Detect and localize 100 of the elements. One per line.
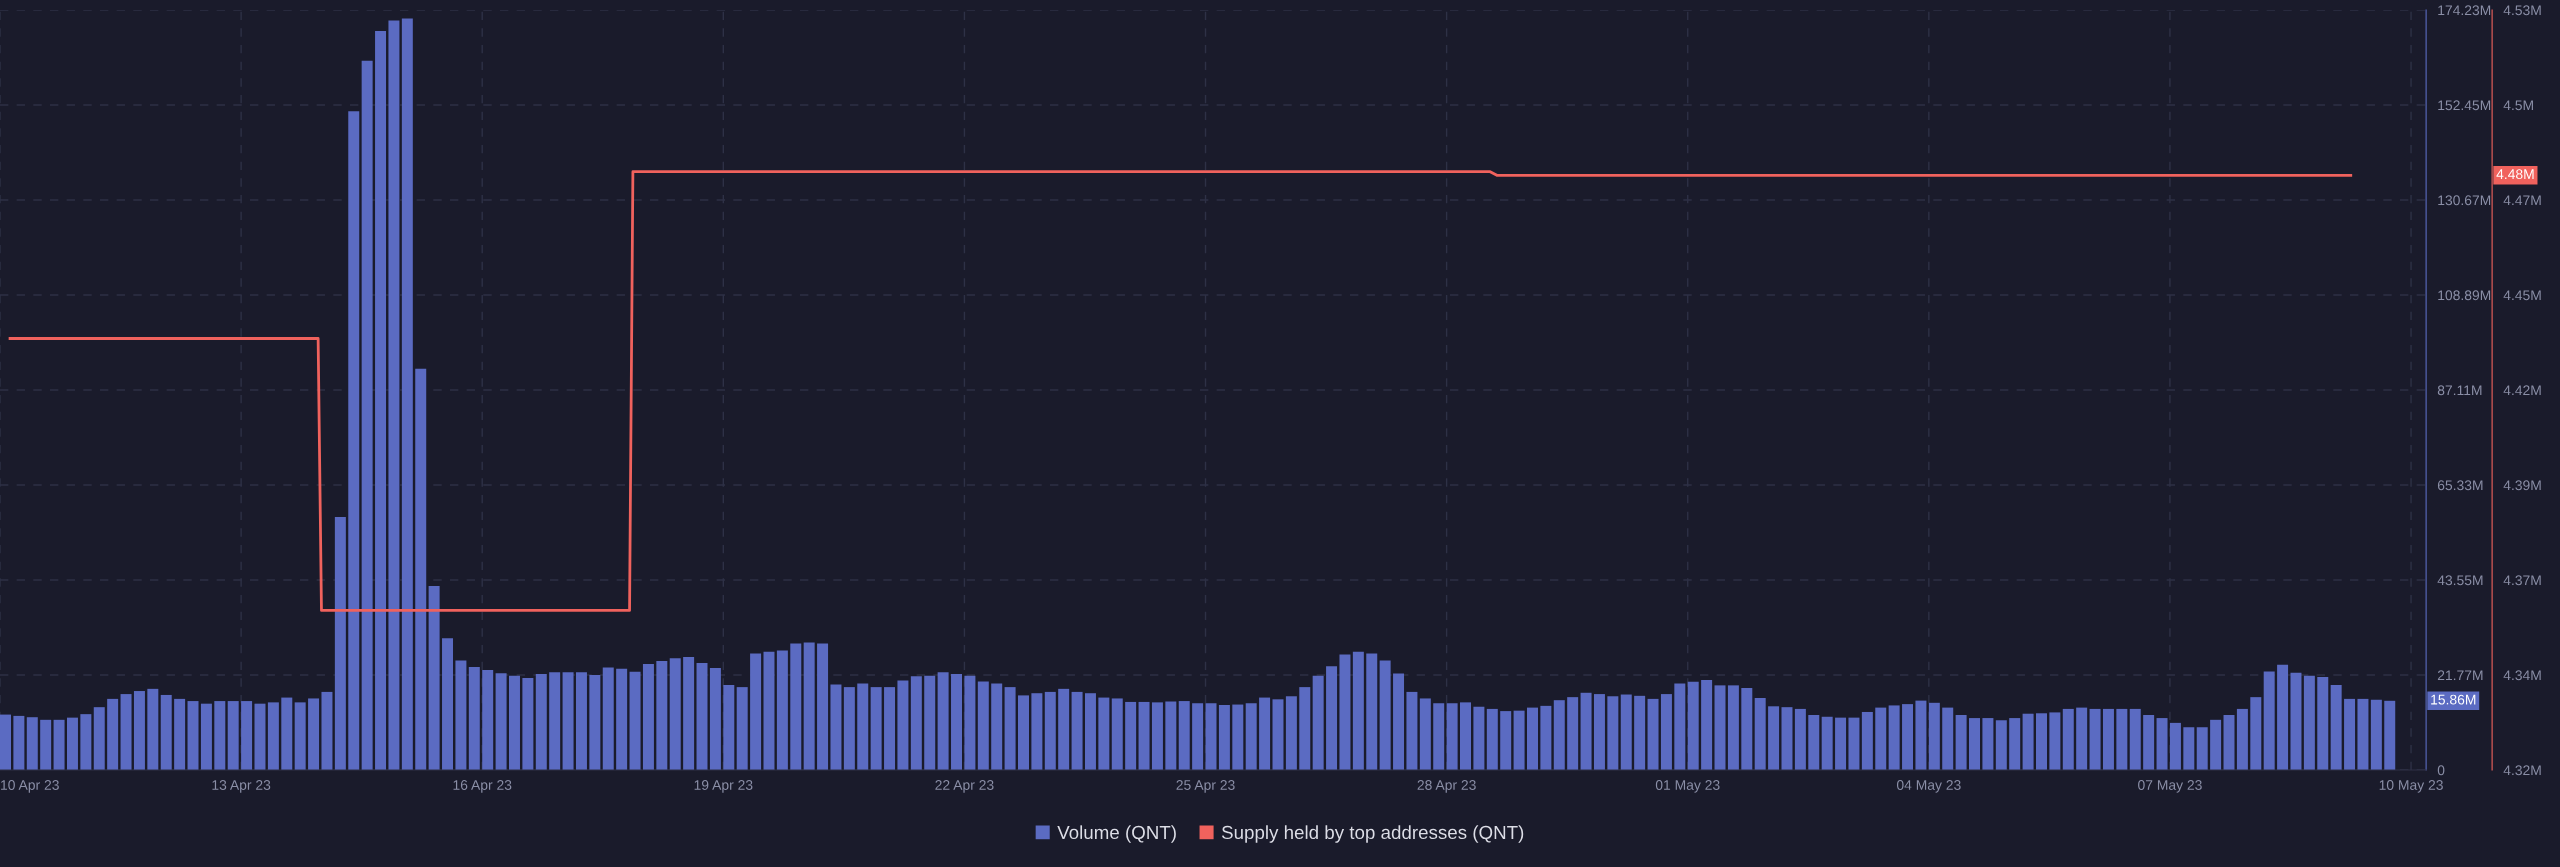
bar [1794,708,1806,770]
bar [575,672,587,770]
bar [2102,708,2114,770]
bar [709,667,721,770]
bar [2210,719,2222,770]
bar [40,719,52,770]
bar [2076,707,2088,770]
bar [1821,716,1833,770]
bar [509,675,520,770]
bar [321,691,333,770]
bar [1366,653,1378,770]
bar [1326,666,1338,770]
bar [308,698,320,770]
bar [1620,694,1632,770]
bar [2116,708,2128,770]
bar [2223,715,2235,770]
x-tick-label: 28 Apr 23 [1417,780,1476,793]
bar [1982,718,1994,770]
bar [1004,687,1016,770]
x-tick-label: 04 May 23 [1896,780,1961,793]
bar [1084,693,1096,770]
bar [1393,673,1405,770]
bar [428,585,440,770]
y-tick-label: 108.89M [2438,290,2491,301]
bar [1928,702,1940,770]
bar [616,668,628,770]
bar [2344,698,2356,770]
bar [200,703,212,770]
bar [0,714,11,770]
bar [13,715,25,770]
y2-tick-label: 4.5M [2503,100,2533,111]
bar [187,701,199,770]
bar [669,658,681,770]
bar [227,701,239,770]
bar [776,650,788,770]
y2-tick-label: 4.32M [2503,765,2541,776]
bar [870,687,882,770]
bar [736,687,748,770]
bar [1111,698,1123,770]
bar [2303,675,2315,770]
y2-tick-label: 4.37M [2503,575,2541,586]
bar [1714,685,1726,770]
bar [214,701,226,770]
bar [1299,687,1311,770]
bar [482,670,494,770]
bar [1727,685,1739,770]
bar [1741,687,1753,770]
bar [803,642,815,770]
bar [2384,700,2396,770]
bar [1259,697,1271,770]
x-tick-label: 19 Apr 23 [694,780,753,793]
bar [1044,691,1056,770]
y-tick-label: 130.67M [2438,195,2491,206]
bar [1580,692,1592,770]
bar [977,681,989,770]
bar [1647,698,1659,770]
bar [1098,697,1110,770]
bar [334,516,346,770]
bar [1808,715,1820,770]
bar [1660,694,1672,770]
bar [1955,715,1967,770]
bar [1058,688,1070,770]
bar [1232,704,1244,770]
bar [1178,701,1190,770]
bar [241,701,253,770]
bar [562,672,574,770]
bar [884,687,896,770]
bar [2035,713,2047,770]
bar [2089,708,2101,770]
bar [107,698,119,770]
bar [790,643,802,770]
y-tick-label: 43.55M [2437,575,2483,586]
bar [66,717,78,770]
bar [830,684,842,770]
bar [2169,722,2181,770]
bar [2236,708,2248,770]
bar [348,111,360,770]
bar [602,667,614,770]
bar [1781,707,1793,770]
bar [80,714,92,770]
bar [2357,698,2369,770]
bar [26,717,38,770]
y2-tick-label: 4.47M [2503,195,2541,206]
bar [522,677,534,770]
x-tick-label: 13 Apr 23 [212,780,271,793]
bar [1969,718,1980,770]
text: 4.48M [2496,169,2534,180]
bar [415,368,427,770]
bar [1312,675,1324,770]
bar [1593,694,1605,770]
bar [2263,671,2275,770]
bar [160,694,172,770]
bar [2277,664,2289,770]
bar [1888,705,1900,770]
bar [1419,698,1431,770]
bar [1754,698,1766,770]
bar [1379,660,1391,770]
bar [1285,696,1297,770]
bar [2143,715,2155,770]
bar [1526,707,1538,770]
